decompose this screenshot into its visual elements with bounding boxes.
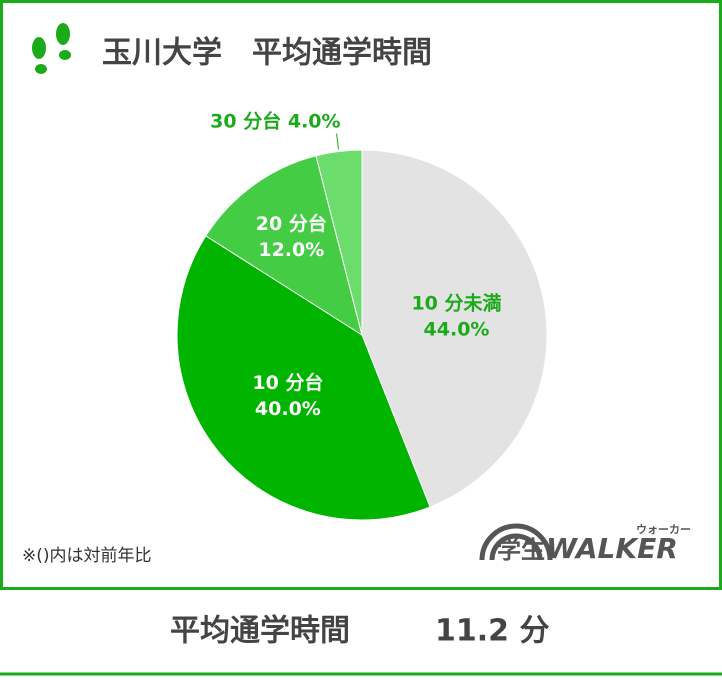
footer-value: 11.2 分 [435,614,549,649]
value-label: 40.0% [255,398,321,420]
value-label: 4.0% [288,110,341,132]
footer-label: 平均通学時間 [170,614,350,649]
category-label: 20 分台 [256,212,327,235]
logo-brand: WALKER [546,532,678,565]
chart-title: 玉川大学 平均通学時間 [102,36,432,71]
pie-slice [205,155,363,337]
pie-slice [176,235,431,521]
value-label: 12.0% [258,239,324,261]
pie-slice [315,149,363,336]
pie: 10 分未満 44.0% 10 分台 40.0% 20 分台 12.0% 30 分台 4.0… [176,109,548,521]
pie-slice [361,149,548,508]
category-label: 30 分台 [210,109,281,132]
logo-reading: ウォーカー [636,523,691,536]
footprint-icon [32,23,71,74]
logo-text: 学生 [497,536,545,564]
logo: 学生 WALKER ウォーカー [479,523,691,565]
category-label: 10 分未満 [411,291,501,314]
value-label: 44.0% [424,318,490,340]
note: ※()内は対前年比 [22,546,152,566]
slice-label: 30 分台 4.0% [210,109,340,132]
category-label: 10 分台 [252,371,323,394]
leader-line [336,133,340,150]
